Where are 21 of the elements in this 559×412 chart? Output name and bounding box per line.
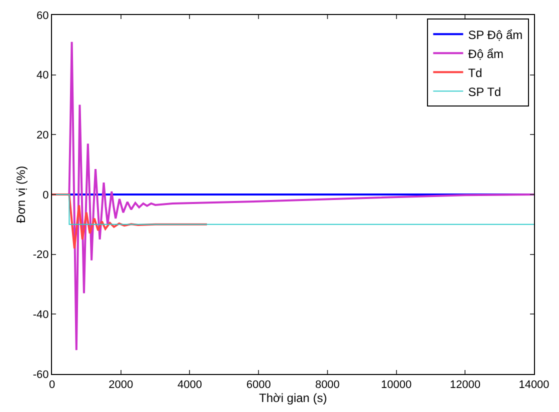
y-tick-label: -60: [32, 368, 49, 381]
legend-label: Td: [468, 66, 482, 80]
x-tick-label: 6000: [246, 379, 271, 392]
x-tick-label: 14000: [518, 379, 550, 392]
legend-label: SP Td: [468, 84, 502, 99]
y-tick-label: -40: [32, 309, 49, 322]
legend-label: Độ ẩm: [468, 46, 504, 61]
x-axis-title: Thời gian (s): [259, 391, 327, 406]
x-tick-label: 12000: [450, 379, 480, 392]
line-series: [52, 194, 208, 250]
legend-label: SP Độ ẩm: [468, 28, 523, 42]
y-tick-label: 40: [36, 70, 49, 82]
y-tick-label: 0: [42, 189, 49, 202]
y-tick-label: 20: [36, 130, 49, 142]
y-axis-title: Đơn vị (%): [14, 166, 28, 224]
x-tick-label: 8000: [315, 379, 340, 392]
x-tick-label: 4000: [177, 379, 202, 392]
x-tick-label: 2000: [108, 379, 134, 392]
x-tick-label: 10000: [380, 379, 412, 392]
y-tick-label: -20: [32, 249, 49, 262]
y-tick-label: 60: [36, 10, 49, 22]
